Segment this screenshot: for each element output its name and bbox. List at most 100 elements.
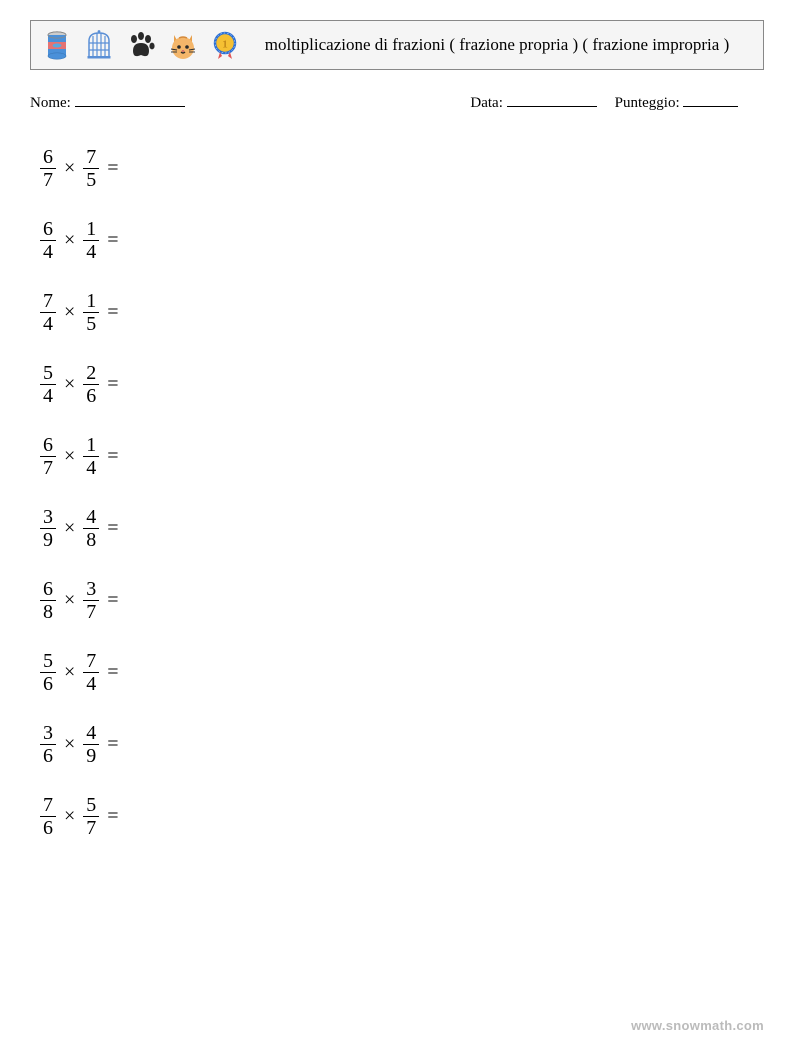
multiply-operator: × bbox=[64, 661, 75, 684]
multiply-operator: × bbox=[64, 445, 75, 468]
denominator: 4 bbox=[40, 384, 56, 406]
numerator: 2 bbox=[83, 363, 99, 384]
fraction-a: 67 bbox=[40, 147, 56, 190]
numerator: 6 bbox=[40, 435, 56, 456]
denominator: 7 bbox=[83, 600, 99, 622]
cat-icon bbox=[167, 29, 199, 61]
info-row: Nome: Data: Punteggio: bbox=[30, 92, 764, 112]
fraction-a: 36 bbox=[40, 723, 56, 766]
numerator: 7 bbox=[40, 291, 56, 312]
numerator: 3 bbox=[40, 507, 56, 528]
paw-icon bbox=[125, 29, 157, 61]
fraction-b: 26 bbox=[83, 363, 99, 406]
problem-row: 67×75= bbox=[40, 132, 764, 204]
problem-row: 76×57= bbox=[40, 780, 764, 852]
denominator: 5 bbox=[83, 312, 99, 334]
denominator: 8 bbox=[40, 600, 56, 622]
name-blank[interactable] bbox=[75, 92, 185, 107]
denominator: 6 bbox=[40, 744, 56, 766]
denominator: 4 bbox=[40, 312, 56, 334]
fraction-b: 14 bbox=[83, 219, 99, 262]
equals-sign: = bbox=[107, 733, 118, 756]
problem-row: 67 × 14 = bbox=[40, 420, 764, 492]
equals-sign: = bbox=[107, 157, 118, 180]
numerator: 7 bbox=[83, 651, 99, 672]
equals-sign: = bbox=[107, 589, 118, 612]
problem-row: 36 × 49 = bbox=[40, 708, 764, 780]
numerator: 5 bbox=[83, 795, 99, 816]
fraction-a: 68 bbox=[40, 579, 56, 622]
svg-text:1: 1 bbox=[222, 39, 228, 51]
name-label: Nome: bbox=[30, 95, 71, 111]
denominator: 5 bbox=[83, 168, 99, 190]
equals-sign: = bbox=[107, 229, 118, 252]
denominator: 4 bbox=[83, 672, 99, 694]
fraction-b: 75 bbox=[83, 147, 99, 190]
denominator: 7 bbox=[83, 816, 99, 838]
fraction-a: 64 bbox=[40, 219, 56, 262]
header-title: moltiplicazione di frazioni ( frazione p… bbox=[241, 35, 753, 55]
fraction-a: 54 bbox=[40, 363, 56, 406]
equals-sign: = bbox=[107, 373, 118, 396]
numerator: 5 bbox=[40, 363, 56, 384]
fraction-a: 67 bbox=[40, 435, 56, 478]
denominator: 9 bbox=[40, 528, 56, 550]
score-field: Punteggio: bbox=[615, 92, 739, 112]
denominator: 7 bbox=[40, 456, 56, 478]
equals-sign: = bbox=[107, 445, 118, 468]
denominator: 8 bbox=[83, 528, 99, 550]
fraction-b: 57 bbox=[83, 795, 99, 838]
equals-sign: = bbox=[107, 301, 118, 324]
score-blank[interactable] bbox=[683, 92, 738, 107]
numerator: 7 bbox=[40, 795, 56, 816]
multiply-operator: × bbox=[64, 157, 75, 180]
multiply-operator: × bbox=[64, 517, 75, 540]
equals-sign: = bbox=[107, 517, 118, 540]
fraction-b: 49 bbox=[83, 723, 99, 766]
problem-row: 56×74= bbox=[40, 636, 764, 708]
multiply-operator: × bbox=[64, 733, 75, 756]
fraction-b: 15 bbox=[83, 291, 99, 334]
numerator: 6 bbox=[40, 219, 56, 240]
denominator: 4 bbox=[83, 240, 99, 262]
date-label: Data: bbox=[470, 95, 502, 111]
worksheet-page: 1 moltiplicazione di frazioni ( frazione… bbox=[0, 0, 794, 1053]
multiply-operator: × bbox=[64, 373, 75, 396]
denominator: 9 bbox=[83, 744, 99, 766]
footer-watermark: www.snowmath.com bbox=[631, 1018, 764, 1033]
can-icon bbox=[41, 29, 73, 61]
name-field: Nome: bbox=[30, 92, 470, 112]
equals-sign: = bbox=[107, 661, 118, 684]
fraction-a: 39 bbox=[40, 507, 56, 550]
denominator: 6 bbox=[83, 384, 99, 406]
numerator: 3 bbox=[83, 579, 99, 600]
numerator: 4 bbox=[83, 507, 99, 528]
fraction-b: 14 bbox=[83, 435, 99, 478]
problem-row: 39 × 48 = bbox=[40, 492, 764, 564]
problem-row: 64×14= bbox=[40, 204, 764, 276]
problem-row: 68 × 37 = bbox=[40, 564, 764, 636]
equals-sign: = bbox=[107, 805, 118, 828]
denominator: 4 bbox=[83, 456, 99, 478]
denominator: 7 bbox=[40, 168, 56, 190]
header-icons: 1 bbox=[41, 29, 241, 61]
cage-icon bbox=[83, 29, 115, 61]
numerator: 4 bbox=[83, 723, 99, 744]
multiply-operator: × bbox=[64, 589, 75, 612]
numerator: 7 bbox=[83, 147, 99, 168]
fraction-b: 48 bbox=[83, 507, 99, 550]
date-blank[interactable] bbox=[507, 92, 597, 107]
fraction-a: 74 bbox=[40, 291, 56, 334]
numerator: 1 bbox=[83, 219, 99, 240]
medal-icon: 1 bbox=[209, 29, 241, 61]
header-box: 1 moltiplicazione di frazioni ( frazione… bbox=[30, 20, 764, 70]
multiply-operator: × bbox=[64, 301, 75, 324]
multiply-operator: × bbox=[64, 805, 75, 828]
numerator: 6 bbox=[40, 579, 56, 600]
numerator: 1 bbox=[83, 435, 99, 456]
score-label: Punteggio: bbox=[615, 95, 680, 111]
problem-row: 54 × 26 = bbox=[40, 348, 764, 420]
numerator: 1 bbox=[83, 291, 99, 312]
denominator: 6 bbox=[40, 816, 56, 838]
fraction-b: 74 bbox=[83, 651, 99, 694]
